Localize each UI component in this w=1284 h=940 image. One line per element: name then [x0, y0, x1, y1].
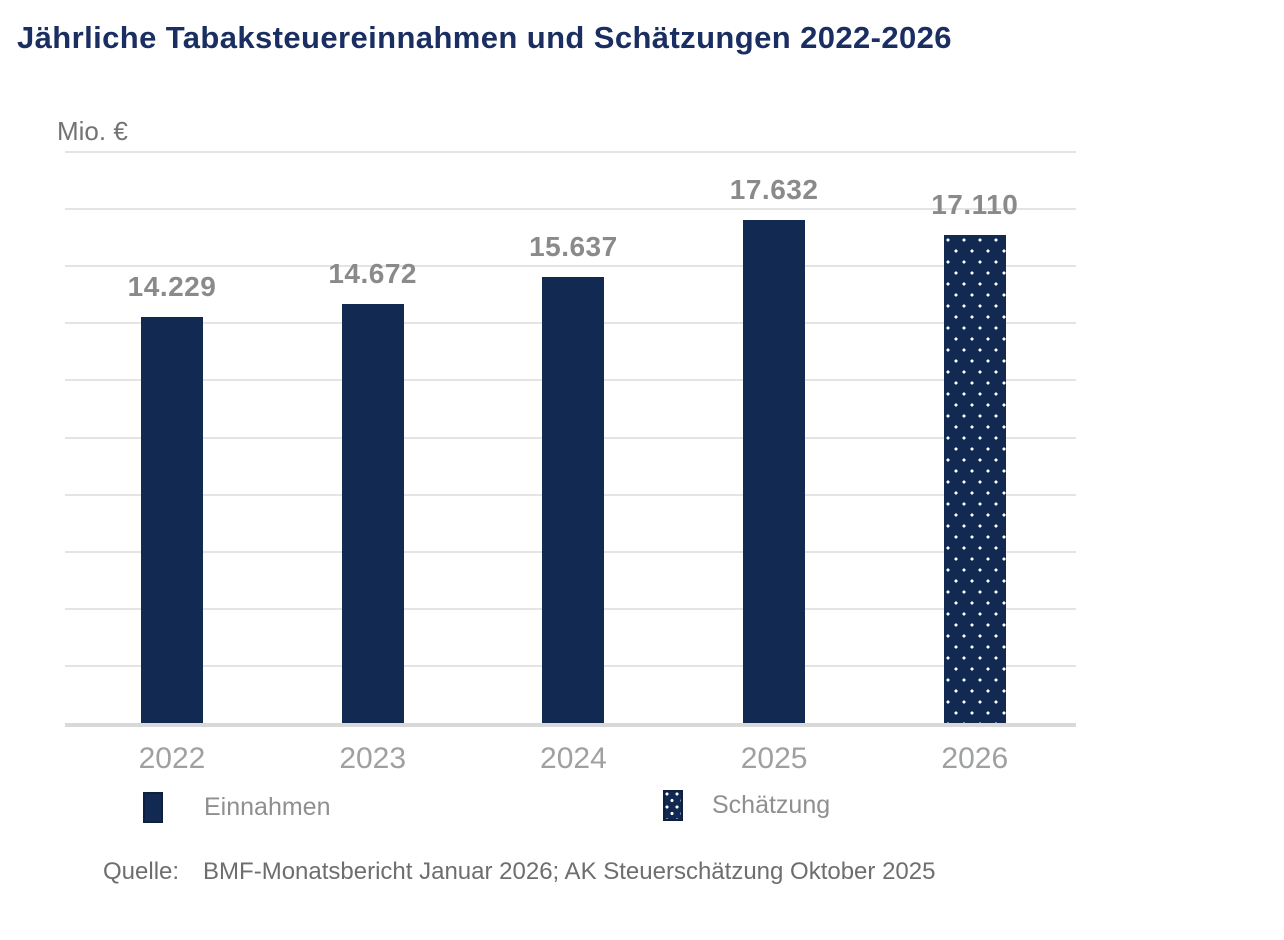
bar-2026	[943, 234, 1006, 723]
chart-title: Jährliche Tabaksteuereinnahmen und Schät…	[17, 20, 952, 55]
bar-value-label-2022: 14.229	[127, 270, 217, 302]
legend-label-schaetzung: Schätzung	[712, 791, 831, 819]
legend-label-einnahmen: Einnahmen	[204, 793, 331, 821]
bar-value-label-2026: 17.110	[931, 188, 1019, 220]
bar-value-label-2024: 15.637	[529, 230, 618, 262]
y-axis-unit-label: Mio. €	[57, 116, 128, 146]
legend-swatch-solid	[143, 792, 163, 823]
bar-2024	[542, 276, 605, 723]
legend-item-schaetzung: Schätzung	[663, 790, 830, 821]
bar-2022	[141, 316, 203, 723]
x-axis-label-2023: 2023	[339, 742, 407, 775]
source-label: Quelle:	[103, 858, 180, 885]
gridline	[65, 208, 1076, 211]
x-axis-label-2026: 2026	[941, 742, 1009, 775]
legend-swatch-dotted	[663, 790, 683, 821]
gridline	[65, 265, 1076, 268]
plot-area: 14.229 2022 14.672 2023 15.637 2024 17.632 2025…	[65, 151, 1076, 775]
source-line: Quelle: BMF-Monatsbericht Januar 2026; AK…	[103, 858, 935, 886]
x-axis-label-2025: 2025	[740, 742, 808, 775]
source-text: BMF-Monatsbericht Januar 2026; AK Steuer…	[203, 858, 936, 885]
bar-value-label-2023: 14.672	[328, 258, 417, 290]
bar-value-label-2025: 17.632	[729, 173, 819, 205]
x-axis-line	[65, 723, 1076, 727]
x-axis-label-2024: 2024	[540, 742, 607, 775]
x-axis-label-2022: 2022	[138, 742, 206, 775]
bar-2023	[341, 304, 404, 723]
gridline	[65, 151, 1076, 153]
bar-2025	[743, 219, 806, 723]
legend-item-einnahmen: Einnahmen	[143, 792, 330, 823]
